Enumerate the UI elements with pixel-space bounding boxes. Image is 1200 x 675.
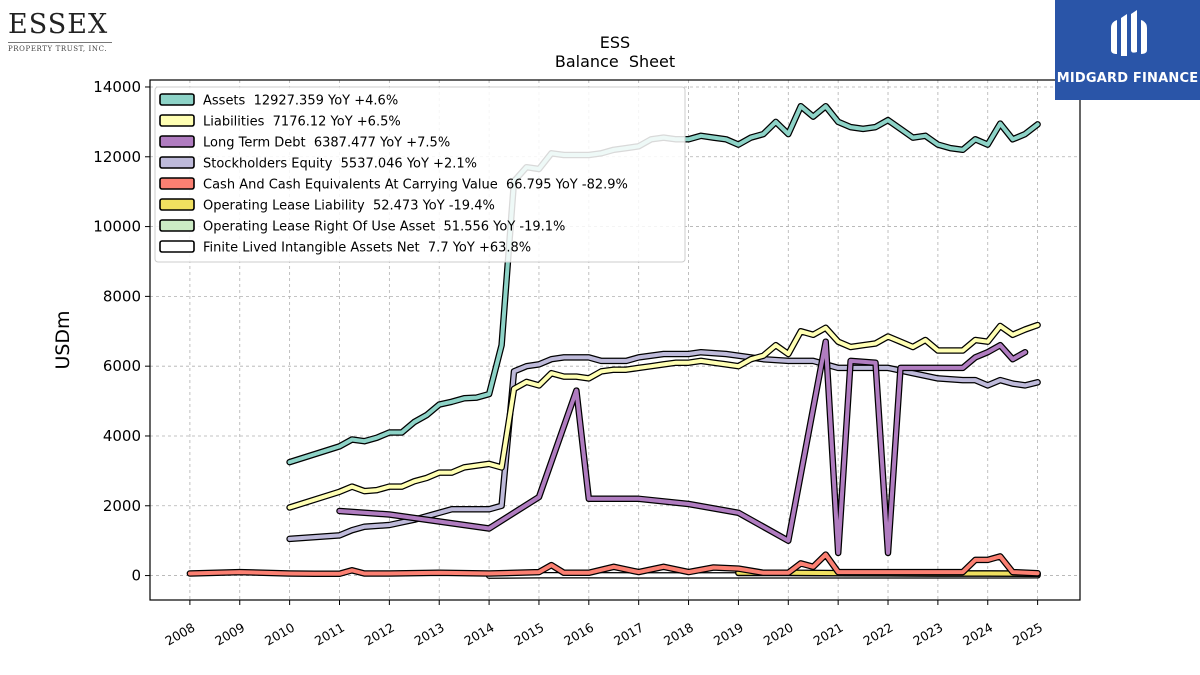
essex-logo-tagline: PROPERTY TRUST, INC. [8,45,108,53]
x-tick-label: 2008 [162,620,197,649]
legend-entry: Operating Lease Liability 52.473 YoY -19… [159,198,495,214]
x-tick-label: 2011 [312,620,347,649]
y-tick-label: 10000 [93,218,141,236]
midgard-finance-logo: MIDGARD FINANCE [1055,0,1200,100]
legend-entry: Operating Lease Right Of Use Asset 51.55… [159,219,565,235]
x-tick-label: 2025 [1010,620,1045,649]
legend-swatch [159,156,195,169]
y-tick-label: 4000 [103,427,141,445]
x-tick-label: 2023 [910,620,945,649]
midgard-m-icon [1111,10,1147,56]
series-outline [286,348,1041,543]
legend-label: Liabilities 7176.12 YoY +6.5% [203,115,401,130]
legend-entry: Long Term Debt 6387.477 YoY +7.5% [159,135,450,151]
x-tick-label: 2022 [860,620,895,649]
x-tick-label: 2024 [960,620,995,649]
series-cash-and-cash-equivalents-at-carrying-value [186,551,1041,578]
x-tick-label: 2018 [661,620,696,649]
legend-label: Finite Lived Intangible Assets Net 7.7 Y… [203,241,531,256]
series-liabilities [286,321,1041,511]
y-tick-label: 14000 [93,78,141,96]
y-axis: 0 2000 4000 6000 8000 10000 12000 14000 [93,78,150,585]
x-tick-label: 2010 [262,620,297,649]
series-line [287,350,1040,541]
legend-label: Cash And Cash Equivalents At Carrying Va… [203,178,628,193]
x-tick-label: 2021 [811,620,846,649]
series-line [337,339,1028,555]
y-tick-label: 2000 [103,497,141,515]
y-tick-label: 0 [131,567,141,585]
plot-frame [149,79,1081,601]
series-long-term-debt [336,338,1029,557]
x-tick-label: 2019 [711,620,746,649]
chart-subtitle: Balance Sheet [555,52,675,71]
legend-swatch [159,93,195,106]
series-line [187,552,1040,576]
x-tick-label: 2013 [412,620,447,649]
legend: Assets 12927.359 YoY +4.6% Liabilities 71… [154,86,686,263]
midgard-finance-name: MIDGARD FINANCE [1056,71,1199,86]
y-axis-label: USDm [52,310,74,369]
legend-entry: Liabilities 7176.12 YoY +6.5% [159,114,401,130]
legend-swatch [159,219,195,232]
y-tick-label: 12000 [93,148,141,166]
legend-swatch [159,198,195,211]
legend-swatch [159,114,195,127]
x-tick-label: 2015 [511,620,546,649]
y-tick-label: 8000 [103,287,141,305]
x-tick-label: 2014 [462,620,497,649]
series-line [287,323,1040,510]
legend-swatch [159,240,195,253]
legend-label: Stockholders Equity 5537.046 YoY +2.1% [203,157,477,172]
x-tick-label: 2016 [561,620,596,649]
legend-label: Operating Lease Liability 52.473 YoY -19… [203,199,495,214]
legend-box [154,86,686,263]
x-tick-label: 2017 [611,620,646,649]
legend-label: Long Term Debt 6387.477 YoY +7.5% [203,136,450,151]
essex-logo-rule [8,42,112,43]
x-tick-label: 2012 [362,620,397,649]
legend-swatch [159,135,195,148]
x-tick-label: 2009 [212,620,247,649]
y-tick-label: 6000 [103,357,141,375]
essex-logo-name: ESSEX [8,9,109,40]
x-axis: 2008 2009 2010 2011 2012 2013 2014 2015 2016 2017… [162,600,1045,649]
chart-title: ESS [600,33,630,52]
legend-label: Operating Lease Right Of Use Asset 51.55… [203,220,565,235]
legend-entry: Finite Lived Intangible Assets Net 7.7 Y… [159,240,531,256]
essex-logo: ESSEX PROPERTY TRUST, INC. [8,10,112,53]
legend-entry: Cash And Cash Equivalents At Carrying Va… [159,177,628,193]
legend-label: Assets 12927.359 YoY +4.6% [203,94,398,109]
legend-entry: Stockholders Equity 5537.046 YoY +2.1% [159,156,477,172]
series-stockholders-equity [286,348,1041,543]
x-tick-label: 2020 [761,620,796,649]
legend-swatch [159,177,195,190]
legend-entry: Assets 12927.359 YoY +4.6% [159,93,398,109]
